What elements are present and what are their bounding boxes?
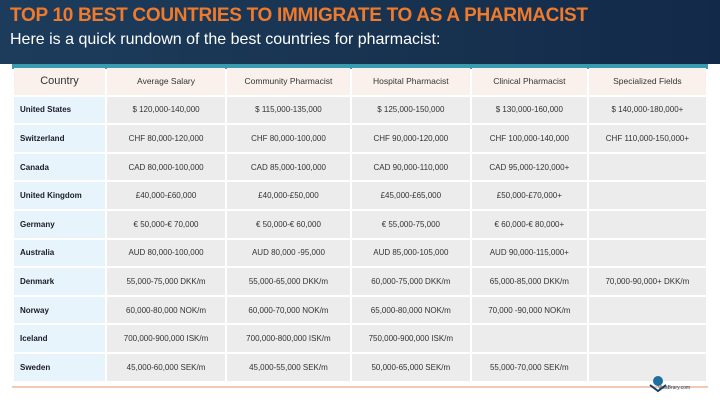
salary-cell: $ 130,000-160,000	[471, 96, 587, 124]
table-row: United Kingdom £40,000-£60,000 £40,000-£50…	[14, 182, 706, 209]
salary-cell	[588, 353, 706, 381]
country-cell: Switzerland	[14, 125, 105, 152]
salary-cell: CAD 80,000-100,000	[107, 153, 226, 181]
salary-cell: 65,000-85,000 DKK/m	[471, 268, 587, 295]
salary-cell: € 60,000-€ 80,000+	[471, 210, 587, 238]
salary-cell: CHF 90,000-120,000	[351, 125, 470, 152]
salary-cell: $ 125,000-150,000	[351, 96, 470, 124]
salary-cell: 750,000-900,000 ISK/m	[351, 325, 470, 352]
salary-cell: AUD 85,000-105,000	[351, 239, 470, 267]
salary-cell: 700,000-800,000 ISK/m	[227, 325, 350, 352]
salary-cell: 60,000-70,000 NOK/m	[227, 296, 350, 324]
page-title: TOP 10 BEST COUNTRIES TO IMMIGRATE TO AS…	[10, 5, 588, 26]
page-subtitle: Here is a quick rundown of the best coun…	[10, 31, 441, 48]
salary-cell: AUD 80,000-100,000	[107, 239, 226, 267]
country-cell: Sweden	[14, 353, 105, 381]
country-cell: Denmark	[14, 268, 105, 295]
salary-cell: CHF 80,000-100,000	[227, 125, 350, 152]
column-header: Community Pharmacist	[227, 68, 350, 95]
salary-cell: 45,000-55,000 SEK/m	[227, 353, 350, 381]
salary-cell: 60,000-80,000 NOK/m	[107, 296, 226, 324]
salary-cell: $ 140,000-180,000+	[588, 96, 706, 124]
salary-cell	[471, 325, 587, 352]
salary-cell: AUD 80,000 -95,000	[227, 239, 350, 267]
salary-cell: 55,000-75,000 DKK/m	[107, 268, 226, 295]
table-row: Iceland 700,000-900,000 ISK/m 700,000-800,…	[14, 325, 706, 352]
table-row: Norway 60,000-80,000 NOK/m 60,000-70,000 N…	[14, 296, 706, 324]
salary-cell: AUD 90,000-115,000+	[471, 239, 587, 267]
country-cell: Germany	[14, 210, 105, 238]
column-header: Hospital Pharmacist	[351, 68, 470, 95]
table-row: United States $ 120,000-140,000 $ 115,000-…	[14, 96, 706, 124]
salary-cell: 70,000-90,000+ DKK/m	[588, 268, 706, 295]
column-header: Average Salary	[107, 68, 226, 95]
logo: VisaBrary.com	[648, 375, 710, 397]
logo-text: VisaBrary.com	[658, 385, 691, 391]
table-row: Germany € 50,000-€ 70,000 € 50,000-€ 60,00…	[14, 210, 706, 238]
country-cell: Australia	[14, 239, 105, 267]
salary-cell: CAD 95,000-120,000+	[471, 153, 587, 181]
salary-cell: 45,000-60,000 SEK/m	[107, 353, 226, 381]
country-cell: Iceland	[14, 325, 105, 352]
divider	[12, 64, 708, 69]
salary-cell: 50,000-65,000 SEK/m	[351, 353, 470, 381]
salary-cell: 700,000-900,000 ISK/m	[107, 325, 226, 352]
salary-cell: £40,000-£60,000	[107, 182, 226, 209]
salary-cell: € 50,000-€ 60,000	[227, 210, 350, 238]
salary-cell: € 55,000-75,000	[351, 210, 470, 238]
table-row: Canada CAD 80,000-100,000 CAD 85,000-100,0…	[14, 153, 706, 181]
footer-divider	[12, 386, 708, 388]
salary-cell: CHF 80,000-120,000	[107, 125, 226, 152]
country-cell: United States	[14, 96, 105, 124]
column-header: Specialized Fields	[588, 68, 706, 95]
salary-cell: $ 120,000-140,000	[107, 96, 226, 124]
salary-cell: € 50,000-€ 70,000	[107, 210, 226, 238]
table-row: Australia AUD 80,000-100,000 AUD 80,000 -9…	[14, 239, 706, 267]
salary-cell: 60,000-75,000 DKK/m	[351, 268, 470, 295]
salary-cell	[588, 239, 706, 267]
salary-cell	[588, 296, 706, 324]
salary-cell	[588, 325, 706, 352]
header-banner: TOP 10 BEST COUNTRIES TO IMMIGRATE TO AS…	[0, 0, 720, 64]
table-row: Denmark 55,000-75,000 DKK/m 55,000-65,000 …	[14, 268, 706, 295]
salary-cell: 55,000-65,000 DKK/m	[227, 268, 350, 295]
table-row: Switzerland CHF 80,000-120,000 CHF 80,000-…	[14, 125, 706, 152]
salary-cell: £40,000-£50,000	[227, 182, 350, 209]
salary-cell: CAD 85,000-100,000	[227, 153, 350, 181]
table-header-row: Country Average Salary Community Pharmacis…	[14, 68, 706, 95]
salary-cell	[588, 182, 706, 209]
column-header: Country	[14, 68, 105, 95]
salary-cell: 65,000-80,000 NOK/m	[351, 296, 470, 324]
salary-cell: £45,000-£65,000	[351, 182, 470, 209]
salary-cell	[588, 210, 706, 238]
salary-cell: CAD 90,000-110,000	[351, 153, 470, 181]
country-cell: United Kingdom	[14, 182, 105, 209]
country-cell: Norway	[14, 296, 105, 324]
countries-table: Country Average Salary Community Pharmacis…	[12, 66, 708, 383]
salary-cell	[588, 153, 706, 181]
country-cell: Canada	[14, 153, 105, 181]
salary-cell: £50,000-£70,000+	[471, 182, 587, 209]
table-row: Sweden 45,000-60,000 SEK/m 45,000-55,000 S…	[14, 353, 706, 381]
salary-cell: CHF 100,000-140,000	[471, 125, 587, 152]
salary-cell: $ 115,000-135,000	[227, 96, 350, 124]
salary-cell: 55,000-70,000 SEK/m	[471, 353, 587, 381]
globe-icon	[649, 376, 667, 393]
salary-cell: CHF 110,000-150,000+	[588, 125, 706, 152]
column-header: Clinical Pharmacist	[471, 68, 587, 95]
salary-cell: 70,000 -90,000 NOK/m	[471, 296, 587, 324]
